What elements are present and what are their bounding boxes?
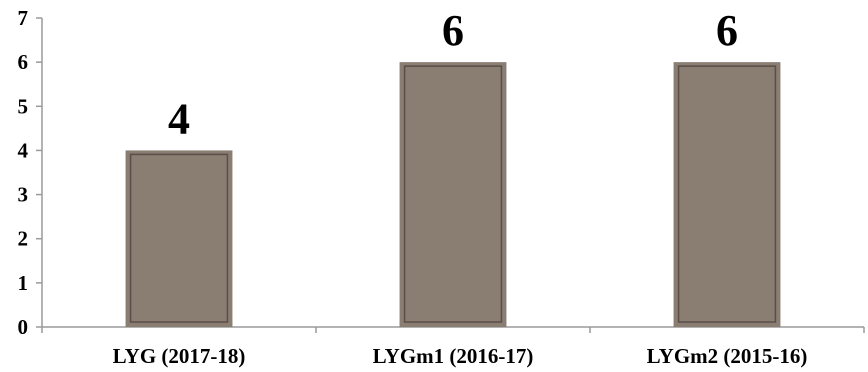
bar-inner-border: [403, 65, 503, 323]
y-tick-label: 3: [18, 183, 29, 207]
bar: [399, 62, 507, 328]
x-axis: [41, 326, 865, 333]
bar-inner-border: [677, 65, 777, 323]
y-tick-label: 6: [18, 50, 29, 74]
data-labels: 4 6 6: [168, 6, 738, 143]
category-label: LYG (2017-18): [113, 344, 246, 368]
bar: [673, 62, 781, 328]
y-tick-label: 2: [18, 227, 29, 251]
bar: [125, 150, 233, 327]
category-labels: LYG (2017-18) LYGm1 (2016-17) LYGm2 (2015-…: [113, 344, 808, 368]
category-label: LYGm2 (2015-16): [647, 344, 808, 368]
y-axis: 0 1 2 3 4 5 6 7: [18, 6, 43, 339]
data-label: 6: [716, 6, 738, 55]
data-label: 4: [168, 94, 190, 143]
category-label: LYGm1 (2016-17): [373, 344, 534, 368]
data-label: 6: [442, 6, 464, 55]
y-tick-label: 4: [18, 138, 29, 162]
y-tick-label: 0: [18, 315, 29, 339]
y-tick-label: 7: [18, 6, 29, 30]
bars: [125, 62, 781, 328]
bar-inner-border: [129, 153, 229, 323]
y-tick-label: 1: [18, 271, 29, 295]
y-tick-label: 5: [18, 94, 29, 118]
